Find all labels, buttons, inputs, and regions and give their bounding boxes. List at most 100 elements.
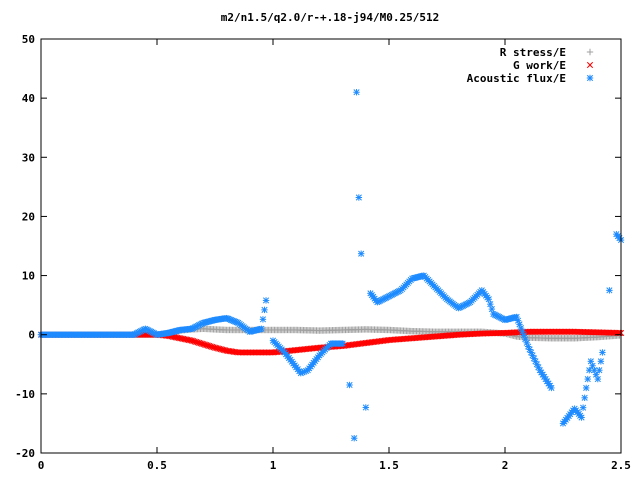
series-acoustic-flux-e [37,89,625,442]
data-point [536,328,543,335]
data-point [487,300,494,308]
data-point [535,328,542,335]
marker-stroke [214,345,221,352]
data-point [552,328,559,335]
marker-stroke [197,340,204,347]
x-tick-label: 1 [270,459,277,472]
marker-stroke [265,349,272,356]
marker-stroke [522,336,529,343]
marker-stroke [530,328,538,335]
marker-stroke [204,342,211,349]
marker-stroke [555,328,562,335]
marker-stroke [193,338,200,346]
marker-stroke [139,331,146,338]
marker-stroke [261,349,268,356]
marker-stroke [536,367,543,374]
marker-stroke [587,358,594,365]
marker-stroke [520,332,527,339]
marker-stroke [191,338,198,345]
data-point [551,328,558,335]
data-point [346,381,353,389]
marker-stroke [339,340,346,347]
data-point [543,328,551,335]
marker-stroke [586,61,594,69]
data-point [549,328,556,335]
marker-stroke [539,328,546,335]
data-point [530,328,538,335]
data-point [548,384,555,392]
data-point [606,287,613,294]
y-tick-label: 20 [22,210,35,223]
data-point [357,250,365,257]
legend-marker [586,61,594,69]
marker-stroke [535,364,542,371]
marker-stroke [543,328,551,335]
y-tick-label: 40 [22,92,35,105]
data-point [238,349,245,356]
data-point [542,328,549,335]
marker-stroke [526,346,533,353]
data-point [255,349,262,356]
marker-stroke [557,328,564,335]
marker-stroke [252,349,259,356]
chart-title: m2/n1.5/q2.0/r-+.18-j94/M0.25/512 [221,11,440,24]
marker-stroke [513,313,520,321]
data-marks [37,89,625,442]
marker-stroke [219,346,226,353]
marker-stroke [558,328,565,335]
marker-stroke [543,378,551,385]
marker-stroke [353,89,360,96]
marker-stroke [538,369,545,376]
data-point [528,328,535,335]
marker-stroke [554,328,561,335]
data-point [567,328,574,335]
marker-stroke [542,328,549,335]
marker-stroke [194,339,201,346]
x-tick-label: 2.5 [611,459,631,472]
marker-stroke [209,343,216,350]
legend-label: R stress/E [500,46,566,59]
marker-stroke [242,349,249,356]
marker-stroke [514,317,522,324]
data-point [565,328,572,335]
y-tick-label: -20 [15,447,35,460]
data-point [559,328,567,335]
marker-stroke [355,194,362,201]
x-tick-label: 2 [502,459,509,472]
marker-stroke [195,339,203,346]
data-point [258,349,265,356]
data-point [485,296,492,303]
data-point [529,328,536,335]
data-point [545,328,552,335]
marker-stroke [530,355,538,362]
marker-stroke [217,346,224,353]
marker-stroke [541,328,548,335]
data-point [578,414,585,421]
data-point [242,349,249,356]
marker-stroke [551,328,558,335]
plot-frame [40,38,622,454]
marker-stroke [251,349,258,356]
marker-stroke [248,349,255,356]
marker-stroke [583,384,590,392]
marker-stroke [584,375,591,383]
data-point [236,349,243,356]
data-point [256,349,264,356]
marker-stroke [203,341,210,349]
data-point [538,328,545,335]
data-point [562,328,569,335]
legend-label: Acoustic flux/E [467,72,566,85]
data-point [594,375,601,383]
data-point [533,328,540,335]
data-point [246,349,253,356]
marker-stroke [567,328,574,335]
marker-stroke [533,361,540,368]
marker-stroke [245,349,252,356]
data-point [596,367,603,374]
marker-stroke [198,340,206,347]
marker-stroke [596,367,603,374]
legend-marker [586,74,594,82]
marker-stroke [552,328,559,335]
marker-stroke [548,328,555,335]
